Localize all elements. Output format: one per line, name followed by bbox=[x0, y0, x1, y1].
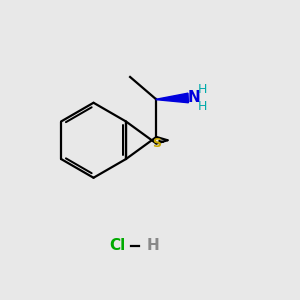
Text: Cl: Cl bbox=[109, 238, 125, 253]
Text: S: S bbox=[152, 137, 161, 150]
Text: N: N bbox=[187, 91, 200, 106]
Text: H: H bbox=[147, 238, 159, 253]
Text: H: H bbox=[198, 83, 207, 96]
Polygon shape bbox=[156, 93, 188, 103]
Text: H: H bbox=[198, 100, 207, 113]
